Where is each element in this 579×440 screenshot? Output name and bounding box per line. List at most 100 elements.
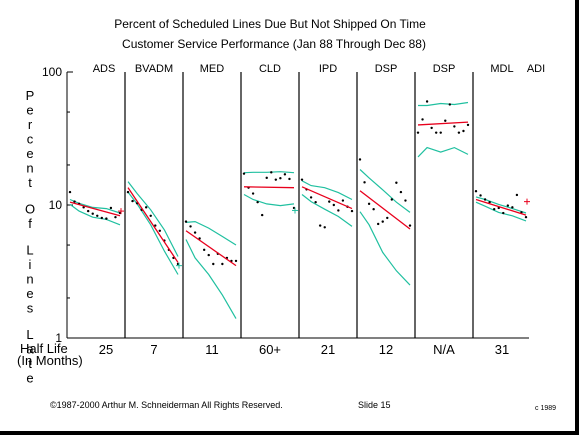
half-life-value: 60+ xyxy=(259,342,281,357)
data-point xyxy=(288,177,291,181)
copyright-footer: ©1987-2000 Arthur M. Schneiderman All Ri… xyxy=(50,400,283,410)
data-point xyxy=(479,194,482,197)
data-point xyxy=(474,189,478,193)
y-axis-label-letter: s xyxy=(27,301,34,316)
y-axis-label-letter: e xyxy=(26,286,33,301)
chart-subtitle: Customer Service Performance (Jan 88 Thr… xyxy=(122,37,426,51)
y-axis-label-letter: a xyxy=(26,342,34,357)
y-axis-label-letter: f xyxy=(28,216,32,231)
data-point xyxy=(86,209,90,213)
data-point xyxy=(399,190,403,194)
data-point xyxy=(114,215,117,219)
y-tick-label-100: 100 xyxy=(42,65,62,79)
band-upper xyxy=(301,180,353,201)
data-point xyxy=(488,200,491,204)
data-point xyxy=(318,224,322,227)
segment-3: CLD 60+ xyxy=(240,63,298,357)
band-lower xyxy=(243,193,295,207)
data-point xyxy=(283,173,287,176)
segments: ADS 25 BVADM 7 MED 11 CLD 60+ IPD 21 DSP 12 DSP N/A MD… xyxy=(68,63,530,357)
data-point xyxy=(358,158,362,161)
data-point xyxy=(279,177,282,180)
y-axis-label-letter: L xyxy=(26,327,33,342)
data-point xyxy=(439,131,442,134)
trend-line xyxy=(69,201,121,217)
trend-line xyxy=(475,198,527,216)
half-life-header: Half Life xyxy=(20,341,68,356)
data-point xyxy=(73,200,76,203)
half-life-value: 12 xyxy=(379,342,393,357)
band-lower xyxy=(475,201,527,222)
data-point xyxy=(149,214,152,217)
y-axis-label-letter: e xyxy=(26,371,33,386)
segment-label: MDL xyxy=(490,63,513,75)
data-point xyxy=(434,131,438,134)
data-point xyxy=(242,172,246,175)
data-point xyxy=(448,103,452,106)
y-minor-ticks xyxy=(67,71,73,299)
y-axis-label-letter: c xyxy=(27,132,34,147)
trend-line xyxy=(185,230,237,267)
data-point xyxy=(212,262,215,266)
data-point xyxy=(105,217,108,220)
data-point xyxy=(453,125,456,128)
data-point xyxy=(144,206,148,209)
half-life-value: N/A xyxy=(433,342,455,357)
band-upper xyxy=(69,198,121,214)
data-point xyxy=(328,200,331,203)
data-point xyxy=(154,224,157,227)
data-point xyxy=(234,259,238,263)
y-axis-label-letter: t xyxy=(28,175,32,190)
trend-line xyxy=(301,186,353,210)
data-point xyxy=(158,229,162,232)
data-point xyxy=(251,192,255,195)
trend-line xyxy=(127,187,179,263)
band-lower xyxy=(301,194,353,227)
y-tick-label-1: 1 xyxy=(55,331,62,345)
data-point xyxy=(350,209,354,213)
segment-label: ADS xyxy=(93,63,116,75)
data-point xyxy=(332,203,336,207)
data-point xyxy=(524,215,528,219)
trend-line xyxy=(417,121,469,126)
data-point xyxy=(314,200,317,204)
data-point xyxy=(193,231,197,234)
segment-7: MDL 31 xyxy=(472,63,530,357)
data-point xyxy=(337,209,340,212)
data-point xyxy=(381,220,384,223)
data-point xyxy=(96,214,99,217)
half-life-value: 7 xyxy=(150,342,157,357)
y-axis-label-letter: n xyxy=(26,272,33,287)
y-axis-label-letter: n xyxy=(26,161,33,176)
segment-5: DSP 12 xyxy=(356,63,412,357)
data-point xyxy=(131,199,134,203)
y-axis-label-letter: e xyxy=(26,103,33,118)
half-life-value: 25 xyxy=(99,342,113,357)
data-point xyxy=(492,207,496,211)
data-point xyxy=(309,196,313,199)
data-point xyxy=(457,131,461,134)
data-point xyxy=(506,204,510,207)
segment-label: DSP xyxy=(433,63,456,75)
band-lower xyxy=(185,239,237,319)
band-upper xyxy=(243,171,295,174)
data-point xyxy=(265,176,268,180)
data-point xyxy=(466,123,470,127)
chart-title: Percent of Scheduled Lines Due But Not S… xyxy=(114,17,426,31)
y-axis-label-letter: t xyxy=(28,356,32,371)
slide-number: Slide 15 xyxy=(358,400,391,410)
y-axis-label-letter: r xyxy=(28,117,33,132)
segment-label: IPD xyxy=(319,63,337,75)
band-upper xyxy=(127,181,179,257)
y-axis-label-letter: L xyxy=(26,243,33,258)
half-life-value: 21 xyxy=(321,342,335,357)
segment-4: IPD 21 xyxy=(298,63,354,357)
band-lower xyxy=(127,191,179,275)
segment-label-adi: ADI xyxy=(527,63,545,75)
segment-label: CLD xyxy=(259,63,281,75)
data-point xyxy=(100,216,104,220)
data-point xyxy=(184,220,188,223)
